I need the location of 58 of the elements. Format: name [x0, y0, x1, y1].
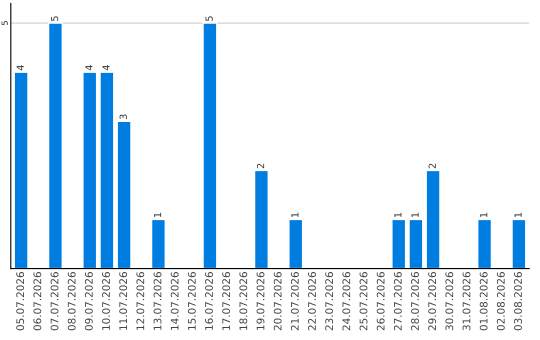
x-tick-label: 31.07.2026 [462, 272, 470, 330]
data-label: 1 [154, 212, 162, 218]
data-label: 4 [85, 65, 92, 70]
x-tick-label: 11.07.2026 [119, 272, 128, 330]
x-tick-label: 09.07.2026 [84, 272, 93, 330]
x-tick-label: 12.07.2026 [136, 272, 144, 330]
x-tick-label: 02.08.2026 [496, 272, 505, 330]
bar [202, 22, 218, 269]
data-label: 2 [428, 164, 436, 168]
data-label: 3 [120, 114, 127, 120]
x-tick-label: 10.07.2026 [102, 272, 110, 330]
bar [477, 218, 492, 269]
bar [14, 71, 29, 269]
data-label: 1 [394, 212, 402, 218]
bar [99, 71, 114, 269]
x-tick-label: 15.07.2026 [188, 272, 196, 330]
x-tick-label: 20.07.2026 [274, 272, 282, 330]
data-label: 2 [256, 164, 264, 168]
data-label: 5 [51, 16, 58, 21]
x-tick-label: 19.07.2026 [256, 272, 264, 330]
bar [391, 218, 406, 269]
data-label: 1 [480, 212, 488, 218]
x-tick-label: 30.07.2026 [445, 272, 454, 330]
x-tick-label: 03.08.2026 [514, 272, 522, 330]
bar [48, 22, 63, 269]
data-label: 4 [16, 65, 24, 70]
x-tick-label: 27.07.2026 [394, 272, 402, 330]
bar [150, 218, 166, 269]
bar [511, 218, 526, 269]
bar [426, 170, 441, 269]
bar [288, 218, 304, 269]
x-tick-label: 25.07.2026 [360, 272, 368, 330]
x-tick-label: 16.07.2026 [205, 272, 213, 330]
x-tick-label: 18.07.2026 [239, 272, 248, 330]
x-tick-label: 17.07.2026 [222, 272, 230, 330]
bar [254, 170, 269, 269]
x-tick-label: 06.07.2026 [33, 272, 42, 330]
bar [82, 71, 98, 269]
x-tick-label: 23.07.2026 [325, 272, 334, 330]
x-tick-label: 28.07.2026 [411, 272, 419, 330]
bar [408, 218, 424, 269]
x-tick-label: 26.07.2026 [376, 272, 385, 330]
x-tick-label: 05.07.2026 [16, 272, 24, 330]
x-tick-label: 07.07.2026 [50, 272, 58, 330]
x-tick-label: 24.07.2026 [342, 272, 350, 330]
x-tick-label: 29.07.2026 [428, 272, 436, 330]
bar [116, 120, 132, 269]
data-label: 1 [412, 212, 419, 218]
x-tick-label: 21.07.2026 [290, 272, 299, 330]
x-tick-label: 22.07.2026 [308, 272, 316, 330]
x-tick-label: 08.07.2026 [68, 272, 76, 330]
data-label: 1 [291, 212, 298, 218]
data-label: 1 [514, 212, 522, 218]
data-label: 4 [102, 65, 110, 70]
x-tick-label: 01.08.2026 [480, 272, 488, 330]
x-tick-label: 13.07.2026 [154, 272, 162, 330]
x-tick-label: 14.07.2026 [170, 272, 179, 330]
data-label: 5 [206, 16, 213, 21]
